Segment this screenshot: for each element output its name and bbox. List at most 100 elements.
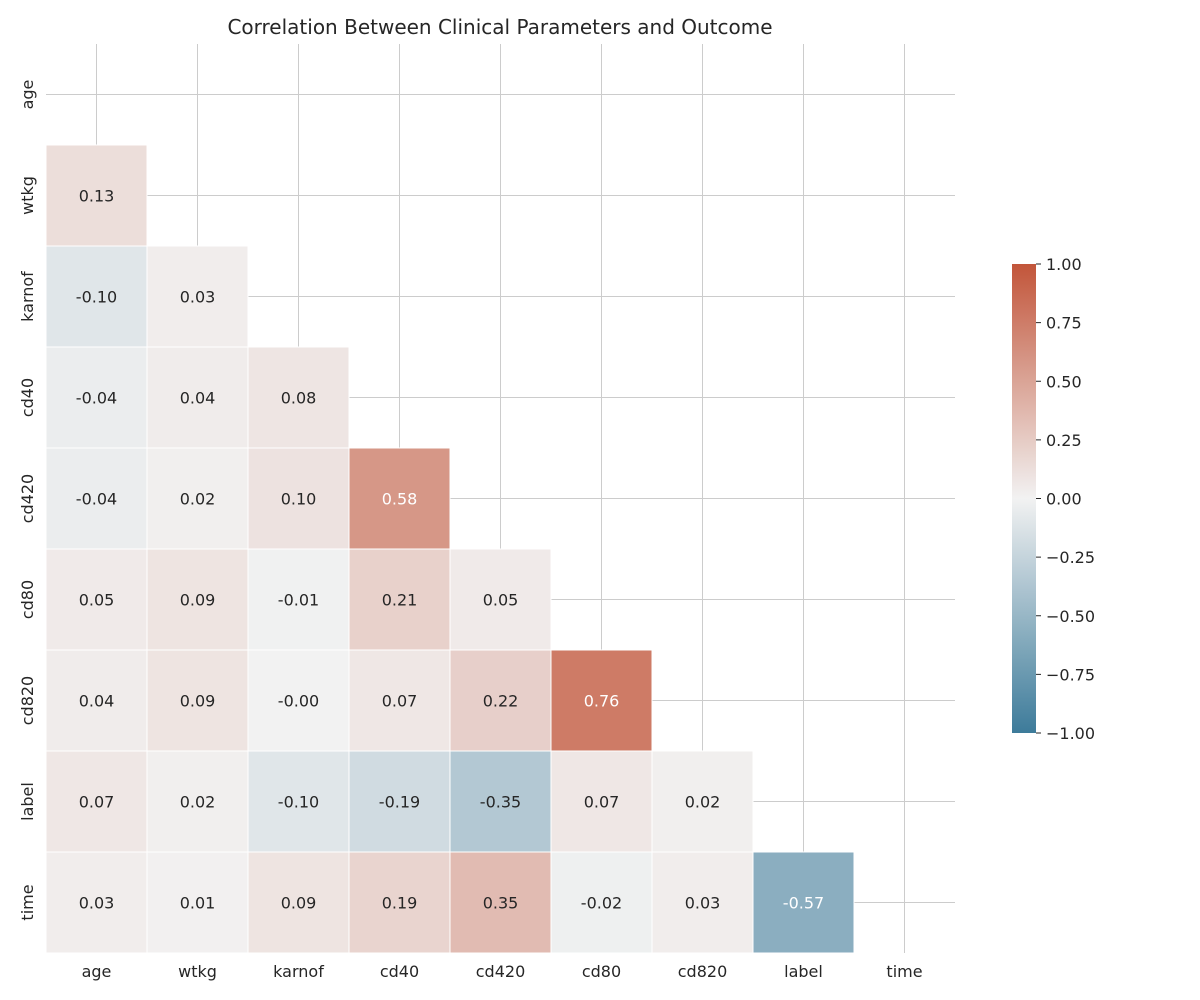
cell-value-label: 0.09 [180,692,216,711]
heatmap-cell-rect [449,750,552,853]
heatmap-cell-rect [45,851,148,954]
cell-value-label: 0.02 [180,793,216,812]
heatmap-cell: 0.02 [146,750,249,853]
cell-value-label: 0.35 [483,894,519,913]
heatmap-cell: 0.02 [651,750,754,853]
cell-value-label: -0.10 [278,793,319,812]
cell-value-label: -0.04 [76,490,117,509]
heatmap-cell: 0.10 [247,447,350,550]
cell-value-label: 0.09 [281,894,317,913]
cell-value-label: -0.19 [379,793,420,812]
heatmap-cell-rect [45,245,148,348]
heatmap-cell: 0.03 [45,851,148,954]
cell-value-label: -0.10 [76,288,117,307]
y-tick-label: cd820 [18,676,37,726]
colorbar-tick-label: 0.00 [1046,490,1082,509]
cell-value-label: 0.07 [584,793,620,812]
heatmap-cell-rect [45,750,148,853]
heatmap-cell-rect [348,649,451,752]
heatmap-cell-rect [45,447,148,550]
y-tick-label: time [18,884,37,920]
colorbar-tick-label: −0.75 [1046,665,1095,684]
cell-value-label: -0.57 [783,894,824,913]
cell-value-label: 0.07 [382,692,418,711]
heatmap-cell: 0.35 [449,851,552,954]
x-tick-label: label [784,962,823,981]
cell-value-label: 0.05 [79,591,115,610]
heatmap-cell: -0.10 [45,245,148,348]
heatmap-cell: 0.07 [348,649,451,752]
colorbar-tick-label: −0.25 [1046,548,1095,567]
colorbar-gradient [1012,264,1036,733]
heatmap-cell-rect [45,144,148,247]
heatmap-cell: 0.21 [348,548,451,651]
cell-value-label: 0.03 [180,288,216,307]
cell-value-label: 0.01 [180,894,216,913]
heatmap-cell-rect [247,649,350,752]
heatmap-cell-rect [348,548,451,651]
heatmap-cell: -0.00 [247,649,350,752]
heatmap-cell: -0.10 [247,750,350,853]
heatmap-cell-rect [247,346,350,449]
colorbar-tick-label: 0.75 [1046,314,1082,333]
heatmap-cell: 0.09 [247,851,350,954]
heatmap-cell: 0.76 [550,649,653,752]
heatmap-cell-rect [449,649,552,752]
heatmap-cell: 0.02 [146,447,249,550]
cell-value-label: 0.19 [382,894,418,913]
cell-value-label: -0.04 [76,389,117,408]
heatmap-cell: 0.05 [45,548,148,651]
heatmap-cell-rect [449,548,552,651]
cell-value-label: 0.03 [685,894,721,913]
heatmap-cell: 0.03 [146,245,249,348]
heatmap-cell: 0.04 [146,346,249,449]
heatmap-cell: -0.57 [752,851,855,954]
cell-value-label: 0.13 [79,187,115,206]
y-tick-label: age [18,80,37,110]
y-tick-label: cd40 [18,378,37,417]
heatmap-cell: 0.04 [45,649,148,752]
heatmap-cell-rect [146,245,249,348]
x-tick-label: cd820 [678,962,728,981]
chart-title: Correlation Between Clinical Parameters … [227,15,772,39]
heatmap-cell-rect [550,851,653,954]
heatmap-cell-rect [45,346,148,449]
cell-value-label: -0.02 [581,894,622,913]
cell-value-label: 0.04 [180,389,216,408]
heatmap-cell: 0.08 [247,346,350,449]
cell-value-label: 0.02 [180,490,216,509]
x-tick-label: cd40 [380,962,419,981]
cell-value-label: -0.01 [278,591,319,610]
heatmap-cell-rect [348,750,451,853]
heatmap-cell: 0.03 [651,851,754,954]
heatmap-cell: -0.02 [550,851,653,954]
heatmap-cell-rect [45,548,148,651]
x-tick-label: wtkg [178,962,217,981]
colorbar-tick-label: 1.00 [1046,255,1082,274]
cell-value-label: 0.21 [382,591,418,610]
heatmap-cell: 0.09 [146,649,249,752]
heatmap-cell-rect [247,851,350,954]
heatmap-cell-rect [550,750,653,853]
cell-value-label: -0.00 [278,692,319,711]
heatmap-cell-rect [247,548,350,651]
heatmap-cell-rect [651,750,754,853]
x-tick-label: cd80 [582,962,621,981]
heatmap-cell-rect [146,447,249,550]
y-tick-label: label [18,782,37,821]
cell-value-label: 0.10 [281,490,317,509]
x-tick-labels: age wtkg karnof cd40 cd420 cd80 cd820 label time [82,962,923,981]
colorbar-tick-label: 0.25 [1046,431,1082,450]
colorbar-tick-label: −1.00 [1046,724,1095,743]
heatmap-cell: 0.01 [146,851,249,954]
heatmap-cell-rect [348,851,451,954]
y-tick-label: cd420 [18,474,37,524]
heatmap-cell-rect [651,851,754,954]
heatmap-cell-rect [146,649,249,752]
heatmap-cell: 0.09 [146,548,249,651]
heatmap-cell-rect [247,750,350,853]
heatmap-cell: 0.05 [449,548,552,651]
heatmap-cell: 0.07 [45,750,148,853]
